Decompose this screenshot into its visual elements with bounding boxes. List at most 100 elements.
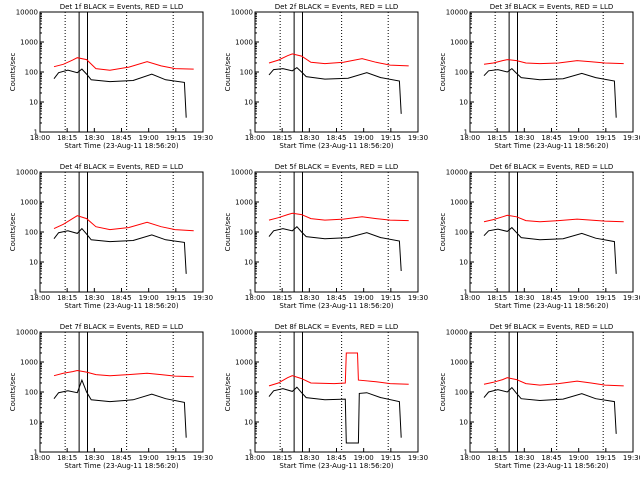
x-tick-label: 19:15 [381,454,401,462]
x-axis-label: Start Time (23-Aug-11 18:56:20) [494,302,608,310]
series-lld [483,214,624,223]
y-axis-label: Counts/sec [9,373,17,412]
series-events [53,227,187,274]
series-events [483,226,617,274]
x-tick-label: 19:00 [139,134,159,142]
x-tick-label: 19:30 [623,454,640,462]
panel-9: Det 9f BLACK = Events, RED = LLD 1 10 100 10… [439,323,640,470]
panel-3: Det 3f BLACK = Events, RED = LLD 1 10 100 10… [439,3,640,150]
x-tick-label: 18:00 [460,134,480,142]
x-tick-label: 18:15 [487,454,507,462]
x-tick-label: 18:00 [30,134,50,142]
y-tick-label: 100 [25,389,38,397]
plot-title: Det 1f BLACK = Events, RED = LLD [60,3,183,11]
y-tick-label: 1 [464,129,468,137]
x-tick-label: 19:00 [569,454,589,462]
x-tick-label: 19:30 [408,454,428,462]
y-tick-label: 1 [464,289,468,297]
x-tick-label: 18:45 [326,134,346,142]
x-tick-label: 18:00 [460,294,480,302]
series-lld [268,352,409,387]
x-axis-label: Start Time (23-Aug-11 18:56:20) [64,302,178,310]
y-tick-label: 1000 [20,199,38,207]
x-tick-label: 18:15 [272,134,292,142]
x-tick-label: 19:15 [166,294,186,302]
x-tick-label: 19:00 [354,134,374,142]
plot-title: Det 4f BLACK = Events, RED = LLD [60,163,183,171]
panel-7: Det 7f BLACK = Events, RED = LLD 1 10 100 10… [9,323,213,470]
plot-frame [254,171,419,293]
plot-title: Det 7f BLACK = Events, RED = LLD [60,323,183,331]
y-axis-label: Counts/sec [439,53,447,92]
y-tick-label: 10 [29,259,38,267]
x-tick-label: 19:30 [623,294,640,302]
x-tick-label: 19:15 [596,134,616,142]
y-tick-label: 10 [459,99,468,107]
y-tick-label: 1000 [235,359,253,367]
x-tick-label: 18:30 [299,454,319,462]
x-axis-label: Start Time (23-Aug-11 18:56:20) [494,142,608,150]
x-tick-label: 19:30 [623,134,640,142]
y-axis-label: Counts/sec [9,53,17,92]
x-tick-label: 18:45 [111,134,131,142]
x-tick-label: 19:00 [354,294,374,302]
y-tick-label: 10 [244,259,253,267]
x-axis-label: Start Time (23-Aug-11 18:56:20) [279,302,393,310]
x-tick-label: 18:00 [30,454,50,462]
x-tick-label: 19:00 [139,454,159,462]
y-tick-label: 10 [459,419,468,427]
y-tick-label: 1000 [20,39,38,47]
y-tick-label: 1 [249,129,253,137]
y-axis-label: Counts/sec [9,213,17,252]
x-tick-label: 18:15 [272,454,292,462]
y-tick-label: 10000 [16,9,38,17]
x-tick-label: 19:30 [193,454,213,462]
plot-title: Det 2f BLACK = Events, RED = LLD [275,3,398,11]
y-tick-label: 1 [34,449,38,457]
x-tick-label: 18:30 [84,294,104,302]
y-tick-label: 1000 [235,199,253,207]
panel-1: Det 1f BLACK = Events, RED = LLD 1 10 100 10… [9,3,213,150]
x-tick-label: 18:30 [514,294,534,302]
series-lld [268,53,409,67]
y-tick-label: 10000 [231,169,253,177]
plot-title: Det 6f BLACK = Events, RED = LLD [490,163,613,171]
y-tick-label: 10 [244,99,253,107]
series-lld [53,215,194,232]
plot-frame [469,171,634,293]
series-events [268,66,402,114]
x-tick-label: 19:00 [569,134,589,142]
x-tick-label: 18:00 [460,454,480,462]
y-axis-label: Counts/sec [224,213,232,252]
series-events [53,68,187,118]
x-axis-label: Start Time (23-Aug-11 18:56:20) [279,142,393,150]
x-tick-label: 19:30 [408,134,428,142]
panel-6: Det 6f BLACK = Events, RED = LLD 1 10 100 10… [439,163,640,310]
x-tick-label: 18:15 [57,294,77,302]
x-tick-label: 19:00 [569,294,589,302]
series-events [483,386,617,434]
x-tick-label: 19:30 [408,294,428,302]
x-tick-label: 18:45 [326,454,346,462]
y-tick-label: 100 [240,229,253,237]
y-tick-label: 1000 [235,39,253,47]
y-axis-label: Counts/sec [439,213,447,252]
y-tick-label: 10000 [446,9,468,17]
plot-frame [39,11,204,133]
y-tick-label: 10 [244,419,253,427]
series-events [268,225,402,272]
panel-8: Det 8f BLACK = Events, RED = LLD 1 10 100 10… [224,323,428,470]
x-tick-label: 18:15 [57,134,77,142]
y-tick-label: 10000 [16,169,38,177]
y-tick-label: 100 [455,389,468,397]
x-tick-label: 18:30 [299,294,319,302]
y-tick-label: 1 [249,449,253,457]
x-tick-label: 19:15 [166,134,186,142]
x-tick-label: 18:30 [514,134,534,142]
x-axis-label: Start Time (23-Aug-11 18:56:20) [279,462,393,470]
y-tick-label: 1 [34,289,38,297]
x-tick-label: 18:30 [84,134,104,142]
y-axis-label: Counts/sec [439,373,447,412]
panel-2: Det 2f BLACK = Events, RED = LLD 1 10 100 10… [224,3,428,150]
x-tick-label: 19:15 [381,134,401,142]
